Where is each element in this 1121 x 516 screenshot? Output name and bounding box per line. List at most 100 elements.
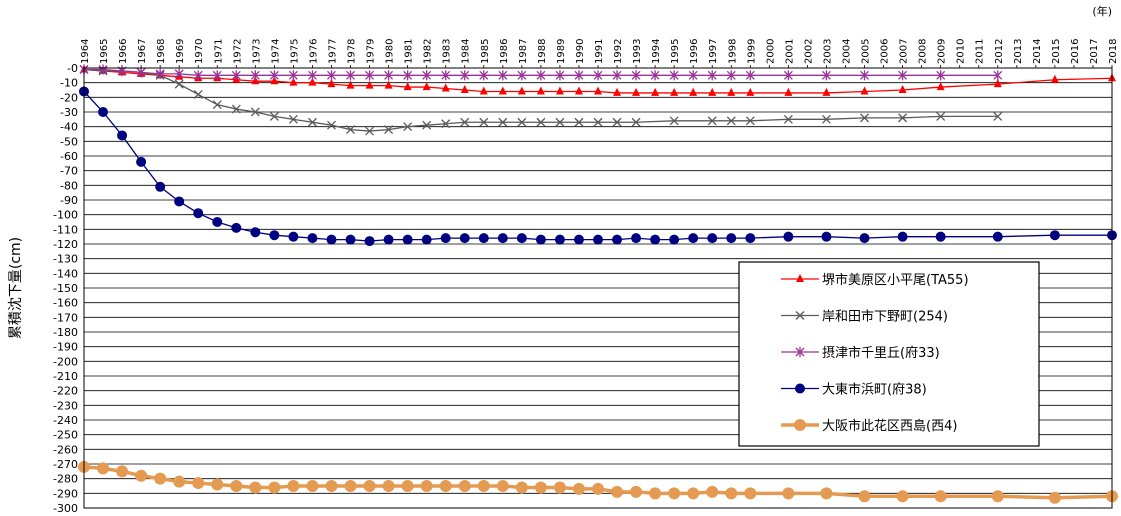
data-point xyxy=(706,485,719,498)
y-tick-label: -300 xyxy=(53,502,78,515)
x-tick-label: 2005 xyxy=(861,39,872,64)
data-point xyxy=(308,77,317,86)
x-tick-label: 1986 xyxy=(499,39,510,64)
y-tick-label: -20 xyxy=(60,91,78,104)
data-point xyxy=(460,85,469,93)
data-point xyxy=(154,472,167,485)
y-tick-label: -200 xyxy=(53,355,78,368)
x-tick-label: 2017 xyxy=(1089,39,1100,64)
x-tick-label: 1991 xyxy=(594,39,605,64)
data-point xyxy=(860,70,869,81)
y-tick-label: -60 xyxy=(60,150,78,163)
data-point xyxy=(795,311,805,320)
x-tick-label: 1989 xyxy=(556,39,567,64)
data-point xyxy=(821,114,831,124)
data-point xyxy=(231,70,241,81)
data-point xyxy=(688,70,698,81)
data-point xyxy=(555,70,565,81)
data-point xyxy=(821,70,831,81)
x-tick-label: 1967 xyxy=(137,39,148,64)
data-point xyxy=(346,80,355,89)
data-point xyxy=(460,117,470,127)
x-tick-label: 1973 xyxy=(251,39,262,64)
y-tick-label: -10 xyxy=(60,77,78,90)
data-point xyxy=(307,233,318,244)
y-tick-label: -100 xyxy=(53,209,78,222)
data-point xyxy=(726,70,736,81)
data-point xyxy=(668,487,681,500)
x-tick-label: 1964 xyxy=(80,39,91,64)
data-point xyxy=(269,230,280,241)
data-point xyxy=(365,80,374,89)
data-point xyxy=(441,83,450,92)
data-point xyxy=(346,125,355,135)
y-tick-label: -140 xyxy=(53,267,78,280)
data-point xyxy=(155,181,166,192)
y-tick-label: -110 xyxy=(53,223,78,236)
data-point xyxy=(515,481,528,494)
data-point xyxy=(288,114,298,124)
data-point xyxy=(669,70,679,81)
data-point xyxy=(250,70,260,81)
legend-item: 堺市美原区小平尾(TA55) xyxy=(781,272,969,288)
series-line xyxy=(83,68,998,132)
x-tick-label: 1966 xyxy=(118,39,129,64)
data-point xyxy=(993,70,1003,81)
legend-item: 摂津市千里丘(府33) xyxy=(781,345,940,361)
data-point xyxy=(670,87,679,96)
data-point xyxy=(612,70,622,81)
data-point xyxy=(936,111,946,121)
y-tick-label: -50 xyxy=(60,135,78,148)
data-point xyxy=(136,156,147,167)
data-point xyxy=(707,70,717,81)
y-tick-label: -190 xyxy=(53,341,78,354)
data-point xyxy=(726,116,736,126)
x-axis-unit: (年) xyxy=(1092,4,1112,18)
data-point xyxy=(364,236,375,247)
x-tick-label: 2014 xyxy=(1032,39,1043,64)
data-point xyxy=(516,233,527,244)
data-point xyxy=(441,70,451,81)
x-tick-label: 2003 xyxy=(822,39,833,64)
x-axis-ticks: 1964 1965 1966 1967 1968 1969 1970 1971 1972 1973… xyxy=(80,39,1119,68)
data-point xyxy=(650,70,660,81)
data-point xyxy=(860,113,869,123)
y-tick-label: -210 xyxy=(53,370,78,383)
data-point xyxy=(250,107,260,117)
data-point xyxy=(897,231,908,242)
legend-item: 大阪市此花区西島(西4) xyxy=(781,418,957,434)
legend-item: 大東市浜町(府38) xyxy=(781,382,927,398)
data-point xyxy=(725,487,738,500)
data-point xyxy=(249,481,262,494)
data-point xyxy=(230,480,243,492)
x-tick-label: 2010 xyxy=(956,39,967,64)
y-tick-label: -270 xyxy=(53,458,78,471)
data-point xyxy=(727,87,736,96)
x-tick-label: 2016 xyxy=(1070,39,1081,64)
data-point xyxy=(403,122,413,132)
data-point xyxy=(936,82,945,91)
data-point xyxy=(458,480,471,492)
data-point xyxy=(536,117,546,127)
legend-label: 岸和田市下野町(254) xyxy=(822,309,948,325)
legend-label: 大東市浜町(府38) xyxy=(822,382,927,398)
legend-label: 大阪市此花区西島(西4) xyxy=(822,418,957,434)
x-tick-label: 2000 xyxy=(765,39,776,64)
data-point xyxy=(991,490,1004,503)
data-point xyxy=(403,70,413,81)
data-point xyxy=(98,64,108,75)
data-point xyxy=(649,487,662,500)
data-point xyxy=(327,120,336,130)
data-point xyxy=(689,87,698,96)
data-point xyxy=(193,70,203,81)
x-tick-label: 1985 xyxy=(480,39,491,64)
data-point xyxy=(898,70,908,81)
x-tick-label: 2006 xyxy=(880,39,891,64)
data-point xyxy=(746,87,755,96)
data-point xyxy=(572,482,585,495)
data-point xyxy=(574,117,584,127)
data-point xyxy=(860,86,869,95)
data-point xyxy=(631,233,642,244)
data-point xyxy=(212,100,222,110)
